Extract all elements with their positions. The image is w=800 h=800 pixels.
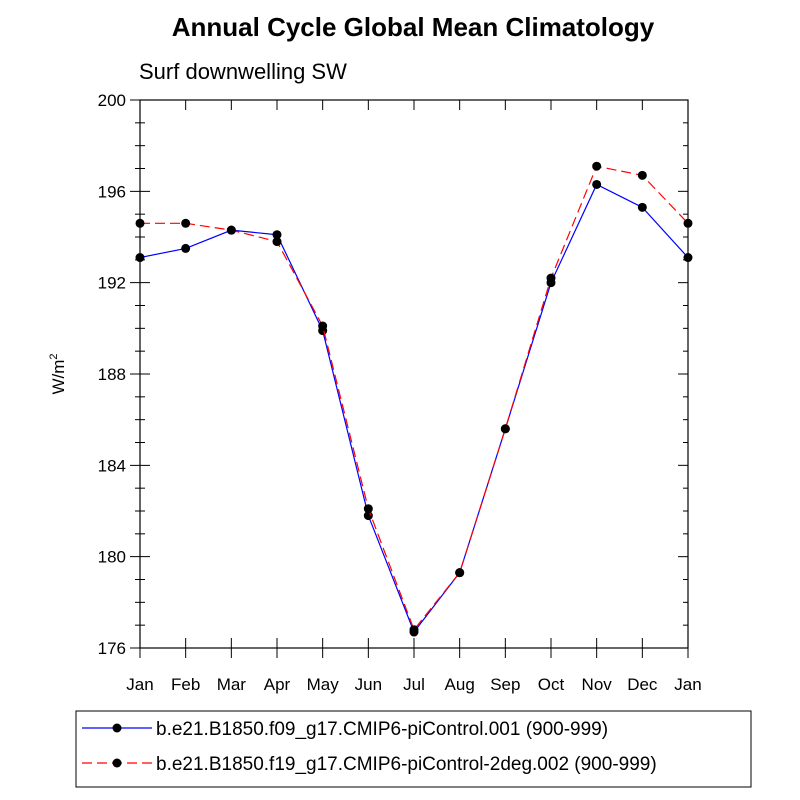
data-point [363, 504, 373, 514]
data-point [181, 243, 191, 253]
legend: b.e21.B1850.f09_g17.CMIP6-piControl.001 … [82, 719, 657, 775]
x-tick-label: Jan [674, 675, 701, 694]
y-tick-label: 188 [98, 365, 126, 384]
plot-frame [139, 99, 689, 649]
data-point [226, 225, 236, 235]
data-point [409, 625, 419, 635]
legend-marker [112, 758, 122, 768]
series-line [140, 165, 689, 631]
data-point [455, 568, 465, 578]
data-point [683, 218, 693, 228]
data-point [500, 424, 510, 434]
series-layer [135, 161, 693, 637]
x-tick-label: Feb [171, 675, 200, 694]
chart-title: Annual Cycle Global Mean Climatology [172, 12, 655, 42]
data-point [272, 237, 282, 247]
legend-label: b.e21.B1850.f09_g17.CMIP6-piControl.001 … [156, 719, 608, 740]
legend-label: b.e21.B1850.f19_g17.CMIP6-piControl-2deg… [156, 754, 657, 775]
x-tick-label: Jun [355, 675, 382, 694]
y-tick-label: 200 [98, 91, 126, 110]
x-tick-labels: Jan Feb Mar Apr May Jun Jul Aug Sep Oct Nov Dec Jan [126, 675, 701, 694]
y-tick-label: 184 [98, 456, 126, 475]
data-point [272, 230, 282, 240]
x-tick-label: Mar [217, 675, 247, 694]
x-tick-label: Sep [490, 675, 520, 694]
x-tick-label: May [307, 675, 340, 694]
x-tick-label: Jul [403, 675, 425, 694]
data-point [181, 218, 191, 228]
data-point [637, 170, 647, 180]
x-tick-label: Jan [126, 675, 153, 694]
data-point [637, 202, 647, 212]
y-tick-label: 180 [98, 548, 126, 567]
y-tick-label: 192 [98, 274, 126, 293]
x-tick-label: Oct [538, 675, 565, 694]
y-axis-label: W/m2 [48, 353, 68, 394]
x-tick-label: Apr [264, 675, 291, 694]
data-point [683, 253, 693, 263]
data-point [546, 273, 556, 283]
data-point [318, 321, 328, 331]
y-tick-label: 176 [98, 639, 126, 658]
data-point [592, 161, 602, 171]
data-point [135, 253, 145, 263]
y-axis-label-superscript: 2 [48, 353, 60, 359]
chart-subtitle: Surf downwelling SW [139, 59, 347, 84]
data-point [135, 218, 145, 228]
data-point [592, 179, 602, 189]
series-line [139, 183, 689, 634]
x-tick-label: Nov [582, 675, 613, 694]
legend-box [75, 710, 752, 788]
y-axis-label-unit: W/m [49, 360, 68, 395]
x-tick-label: Aug [445, 675, 475, 694]
y-tick-label: 196 [98, 182, 126, 201]
x-tick-label: Dec [627, 675, 658, 694]
axis-ticks [130, 99, 689, 658]
y-tick-labels: 176 180 184 188 192 196 200 [98, 91, 126, 658]
legend-marker [112, 723, 122, 733]
